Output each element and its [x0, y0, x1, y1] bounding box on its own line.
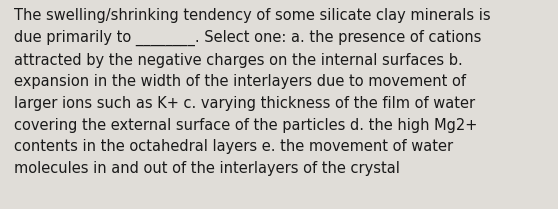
Text: The swelling/shrinking tendency of some silicate clay minerals is
due primarily : The swelling/shrinking tendency of some …: [14, 8, 490, 176]
